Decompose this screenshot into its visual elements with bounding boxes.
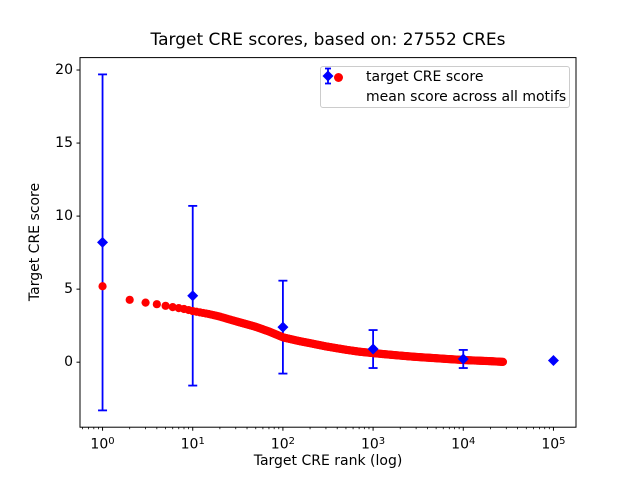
legend-label: target CRE score <box>366 69 484 85</box>
x-tick-label: 104 <box>451 436 476 453</box>
x-tick-label: 105 <box>541 436 566 453</box>
legend: target CRE score mean score across all m… <box>320 66 570 108</box>
legend-entry-mean-score: mean score across all motifs <box>321 67 569 107</box>
y-tick-label: 10 <box>55 208 73 225</box>
y-tick-label: 15 <box>55 135 73 152</box>
y-tick-label: 0 <box>64 354 73 371</box>
x-tick-label: 102 <box>270 436 295 453</box>
y-tick-label: 5 <box>64 281 73 298</box>
x-tick-label: 101 <box>180 436 205 453</box>
y-tick-label: 20 <box>55 62 73 79</box>
legend-entry-target-score: target CRE score <box>321 67 569 87</box>
x-tick-label: 103 <box>360 436 386 453</box>
chart-title: Target CRE scores, based on: 27552 CREs <box>150 30 506 50</box>
legend-label: mean score across all motifs <box>366 89 567 105</box>
x-tick-label: 100 <box>90 436 115 453</box>
red-circle-marker-icon <box>321 72 355 82</box>
x-axis-label: Target CRE rank (log) <box>253 453 403 469</box>
